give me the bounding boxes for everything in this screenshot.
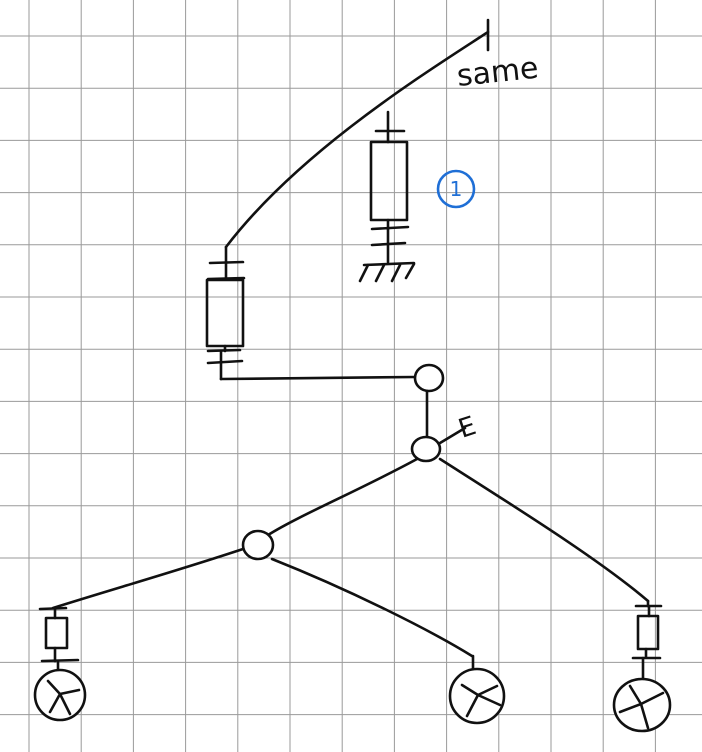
e-label: E: [455, 411, 480, 445]
wheel-icon: [33, 668, 87, 722]
ground-icon: [358, 261, 416, 283]
top-rail-line: [224, 30, 490, 249]
same-label: same: [455, 51, 540, 94]
wheel-icon: [448, 667, 506, 725]
wheel-icon: [612, 677, 672, 733]
left-damper: [205, 245, 246, 381]
upper-right-damper: [369, 110, 410, 264]
node-b: [410, 435, 442, 463]
branch-far-left: [51, 547, 245, 610]
branch-middle: [270, 557, 474, 658]
node-c: [241, 529, 275, 561]
junction-e-mark: E: [438, 411, 480, 445]
link-to-node-a: [219, 375, 417, 381]
left-small-damper: [38, 606, 80, 678]
branch-left: [266, 457, 419, 537]
blue-circled-marker: 1: [436, 169, 476, 209]
node-a: [413, 363, 445, 393]
right-small-damper: [631, 599, 663, 680]
branch-right: [438, 457, 650, 603]
marker-number: 1: [450, 177, 463, 201]
